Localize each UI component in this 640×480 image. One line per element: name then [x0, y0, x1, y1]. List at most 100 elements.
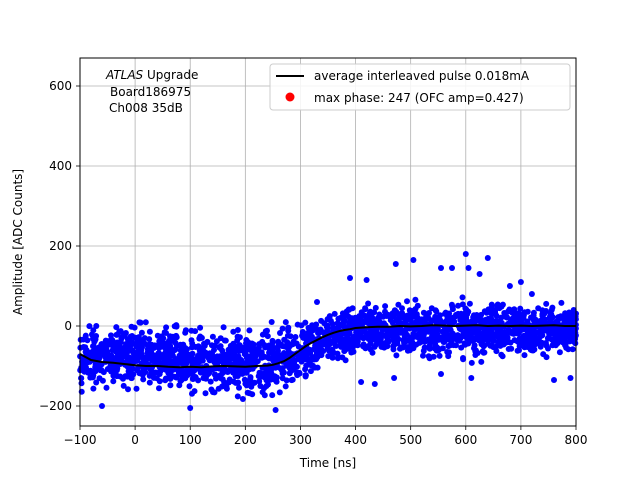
scatter-point	[179, 348, 186, 354]
legend: average interleaved pulse 0.018mA max ph…	[269, 63, 571, 111]
scatter-point	[236, 384, 242, 391]
scatter-point	[520, 312, 527, 319]
scatter-point	[432, 337, 439, 344]
scatter-point	[416, 339, 423, 346]
scatter-point	[414, 302, 421, 309]
scatter-point	[131, 324, 138, 331]
scatter-point	[135, 334, 142, 341]
scatter-point	[142, 319, 149, 326]
scatter-point	[455, 302, 462, 309]
x-axis-ticks: −100 0 100 200 300 400 500 600 700 800	[64, 426, 588, 447]
scatter-point	[346, 320, 353, 327]
scatter-point	[110, 378, 117, 385]
scatter-point	[467, 332, 474, 338]
scatter-point	[495, 334, 502, 341]
scatter-point	[173, 323, 180, 330]
scatter-point	[492, 307, 498, 314]
scatter-point	[339, 310, 346, 317]
scatter-point	[360, 341, 367, 348]
scatter-point	[126, 358, 132, 365]
scatter-point	[190, 376, 196, 382]
scatter-point	[256, 344, 262, 351]
scatter-point	[410, 341, 417, 348]
scatter-point	[533, 340, 540, 347]
x-tick-label: 500	[399, 433, 422, 447]
scatter-point	[347, 275, 353, 281]
scatter-point	[139, 371, 146, 378]
scatter-point	[354, 338, 361, 345]
scatter-point	[282, 383, 289, 390]
scatter-point	[185, 369, 192, 376]
scatter-point	[404, 347, 411, 354]
x-tick-label: 800	[565, 433, 588, 447]
scatter-point	[87, 374, 94, 381]
scatter-point	[478, 358, 485, 365]
scatter-point	[90, 327, 97, 334]
scatter-point	[397, 344, 404, 351]
scatter-point	[237, 368, 244, 375]
scatter-point	[561, 331, 568, 338]
scatter-point	[127, 369, 134, 376]
scatter-point	[167, 346, 174, 353]
scatter-point	[456, 334, 463, 341]
scatter-point	[90, 385, 97, 392]
x-tick-label: 300	[289, 433, 312, 447]
scatter-point	[468, 375, 475, 381]
scatter-point	[179, 367, 186, 374]
scatter-point	[547, 327, 554, 333]
scatter-point	[166, 366, 173, 373]
scatter-point	[313, 349, 320, 356]
scatter-point	[461, 340, 468, 347]
scatter-point	[111, 341, 118, 348]
scatter-point	[270, 353, 277, 360]
scatter-point	[537, 343, 544, 350]
scatter-point	[526, 330, 533, 337]
scatter-point	[257, 370, 264, 377]
scatter-point	[516, 310, 523, 317]
scatter-point	[203, 353, 210, 360]
scatter-point	[318, 317, 325, 324]
scatter-point	[236, 334, 243, 341]
scatter-point	[530, 309, 537, 316]
scatter-point	[460, 318, 467, 325]
scatter-point	[481, 329, 488, 336]
scatter-point	[466, 300, 473, 307]
scatter-point	[156, 345, 163, 352]
scatter-point	[299, 331, 306, 338]
scatter-point	[553, 318, 560, 325]
scatter-point	[426, 345, 433, 352]
scatter-point	[197, 324, 204, 331]
scatter-point	[82, 332, 89, 339]
scatter-point	[198, 357, 205, 364]
scatter-point	[96, 365, 102, 372]
scatter-point	[217, 335, 224, 342]
scatter-point	[465, 265, 472, 271]
scatter-point	[557, 315, 563, 321]
scatter-point	[259, 331, 266, 338]
scatter-point	[195, 343, 202, 350]
scatter-point	[391, 307, 398, 314]
scatter-point	[372, 304, 379, 311]
scatter-point	[86, 323, 93, 330]
scatter-point	[372, 332, 379, 339]
scatter-point	[342, 336, 349, 343]
scatter-point	[448, 301, 455, 308]
scatter-point	[178, 360, 185, 367]
scatter-point	[155, 351, 162, 357]
scatter-point	[457, 326, 464, 333]
scatter-point	[133, 385, 140, 392]
scatter-point	[420, 309, 427, 316]
scatter-point	[148, 367, 155, 374]
scatter-point	[331, 337, 338, 344]
scatter-point	[178, 376, 185, 383]
scatter-point	[421, 344, 428, 351]
scatter-point	[426, 310, 432, 316]
scatter-point	[481, 349, 488, 356]
scatter-point	[207, 378, 214, 385]
scatter-point	[209, 333, 216, 340]
scatter-point	[528, 291, 535, 297]
scatter-point	[493, 348, 500, 355]
scatter-point	[498, 314, 505, 321]
scatter-point	[131, 354, 138, 361]
scatter-point	[548, 306, 555, 313]
